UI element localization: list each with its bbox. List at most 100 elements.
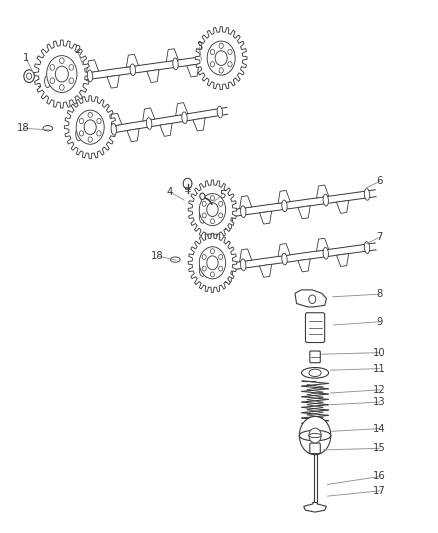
Polygon shape — [259, 264, 272, 277]
Ellipse shape — [215, 52, 221, 63]
Circle shape — [26, 73, 32, 79]
Ellipse shape — [240, 206, 246, 217]
Circle shape — [88, 112, 92, 117]
Polygon shape — [127, 128, 139, 142]
Text: 4: 4 — [167, 187, 173, 197]
Ellipse shape — [309, 369, 321, 376]
Circle shape — [219, 266, 223, 271]
Text: 12: 12 — [373, 385, 386, 395]
Circle shape — [79, 118, 84, 124]
Circle shape — [97, 131, 101, 136]
Ellipse shape — [182, 112, 187, 124]
Text: 13: 13 — [373, 397, 386, 407]
Polygon shape — [317, 185, 329, 198]
Polygon shape — [187, 64, 199, 77]
Polygon shape — [278, 190, 290, 203]
Circle shape — [84, 120, 96, 134]
Text: 18: 18 — [17, 123, 30, 133]
FancyBboxPatch shape — [310, 351, 320, 363]
Polygon shape — [195, 27, 247, 90]
Ellipse shape — [217, 106, 223, 118]
Circle shape — [219, 68, 223, 73]
Polygon shape — [147, 70, 159, 83]
Text: 10: 10 — [373, 348, 386, 358]
Circle shape — [199, 193, 226, 225]
Circle shape — [219, 213, 223, 218]
Polygon shape — [94, 134, 106, 147]
Polygon shape — [221, 216, 233, 229]
Circle shape — [309, 428, 321, 443]
Ellipse shape — [146, 118, 152, 130]
Ellipse shape — [45, 76, 50, 87]
Circle shape — [79, 131, 84, 136]
Circle shape — [50, 64, 55, 70]
Ellipse shape — [199, 265, 205, 277]
FancyBboxPatch shape — [305, 313, 325, 343]
Circle shape — [202, 213, 206, 218]
Text: 15: 15 — [373, 443, 386, 453]
Polygon shape — [86, 60, 99, 73]
Polygon shape — [240, 196, 252, 208]
Ellipse shape — [301, 368, 328, 378]
Ellipse shape — [364, 189, 370, 200]
Text: 14: 14 — [373, 424, 386, 434]
Polygon shape — [240, 249, 252, 262]
Circle shape — [24, 70, 34, 83]
Circle shape — [88, 137, 92, 142]
Polygon shape — [77, 119, 89, 132]
Ellipse shape — [282, 253, 287, 265]
Circle shape — [210, 219, 215, 224]
Circle shape — [219, 43, 223, 49]
Polygon shape — [193, 118, 205, 131]
Text: 2: 2 — [74, 45, 80, 54]
Text: 5: 5 — [219, 190, 226, 200]
Ellipse shape — [43, 126, 53, 131]
Ellipse shape — [240, 259, 246, 271]
Circle shape — [215, 51, 227, 66]
Circle shape — [299, 416, 331, 455]
Polygon shape — [298, 206, 310, 219]
Ellipse shape — [323, 195, 328, 206]
Circle shape — [183, 178, 192, 189]
Polygon shape — [336, 254, 349, 266]
Text: 11: 11 — [373, 364, 386, 374]
Polygon shape — [259, 211, 272, 224]
Circle shape — [219, 201, 223, 206]
Polygon shape — [188, 233, 237, 293]
Ellipse shape — [299, 430, 331, 441]
Circle shape — [76, 110, 104, 144]
Text: 16: 16 — [373, 472, 386, 481]
Polygon shape — [160, 123, 172, 136]
Polygon shape — [110, 114, 122, 126]
Ellipse shape — [323, 247, 328, 259]
Circle shape — [219, 255, 223, 260]
Polygon shape — [188, 180, 237, 239]
Ellipse shape — [173, 58, 178, 70]
Bar — [314, 450, 317, 503]
Circle shape — [309, 295, 316, 303]
Circle shape — [228, 50, 232, 54]
Text: 1: 1 — [23, 53, 29, 63]
Polygon shape — [304, 503, 326, 512]
Polygon shape — [295, 290, 326, 307]
Polygon shape — [221, 270, 233, 282]
Ellipse shape — [199, 212, 205, 223]
Polygon shape — [336, 200, 349, 213]
Polygon shape — [127, 54, 138, 67]
Text: 8: 8 — [377, 289, 383, 299]
Polygon shape — [201, 201, 213, 214]
Text: 3: 3 — [196, 43, 202, 52]
Circle shape — [210, 272, 215, 277]
Circle shape — [60, 58, 64, 63]
Circle shape — [47, 55, 77, 93]
Circle shape — [207, 203, 218, 216]
Circle shape — [207, 256, 218, 270]
Polygon shape — [298, 259, 310, 272]
Text: 17: 17 — [373, 486, 386, 496]
Circle shape — [210, 62, 215, 67]
Circle shape — [210, 249, 215, 254]
Circle shape — [97, 118, 101, 124]
Circle shape — [200, 193, 205, 199]
Circle shape — [69, 64, 74, 70]
Circle shape — [199, 247, 226, 279]
